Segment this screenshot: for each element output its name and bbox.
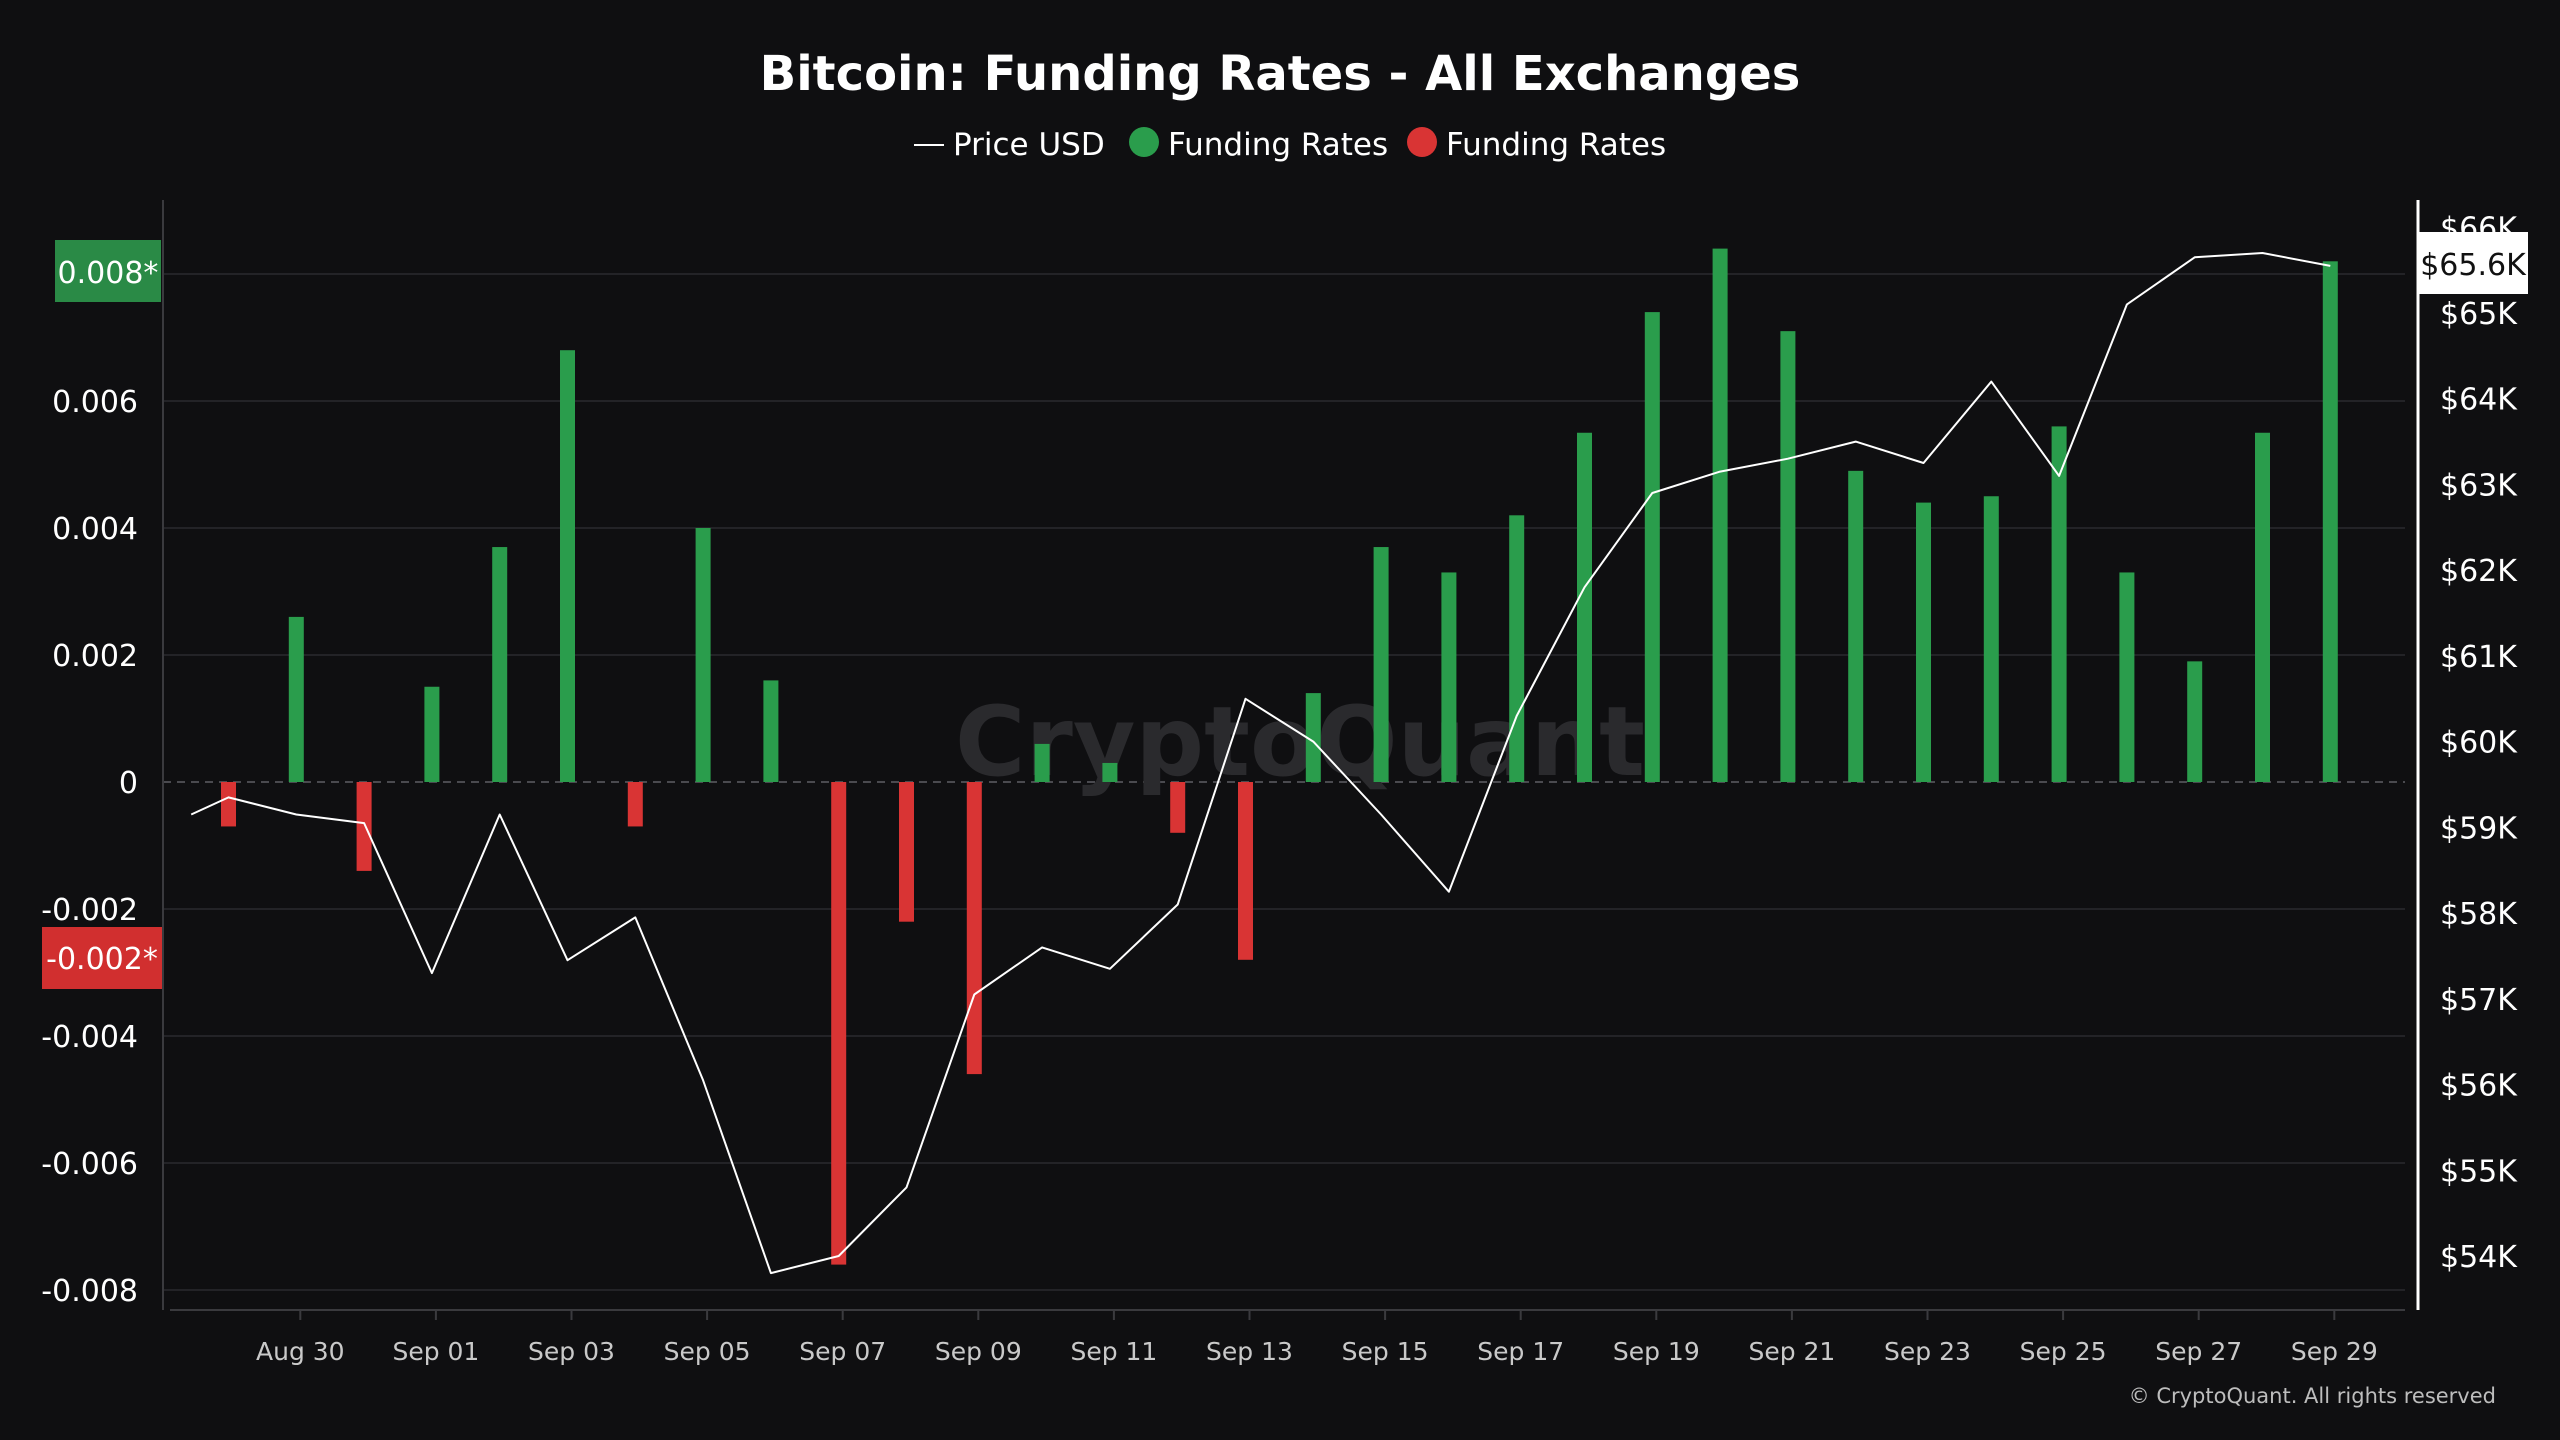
x-tick-label: Sep 21: [1748, 1337, 1835, 1366]
legend[interactable]: Price USD Funding Rates Funding Rates: [914, 127, 1666, 163]
positive-funding-bar: [560, 350, 575, 782]
positive-funding-bar: [1102, 762, 1118, 782]
left-tick-label: 0: [119, 766, 138, 801]
positive-funding-bar: [492, 547, 508, 782]
right-tick-label: $59K: [2440, 811, 2518, 846]
right-axis-ticks: $66K$65K$64K$63K$62K$61K$60K$59K$58K$57K…: [2440, 211, 2518, 1275]
positive-funding-bar: [2119, 572, 2135, 782]
x-tick-label: Sep 11: [1070, 1337, 1157, 1366]
right-tick-label: $58K: [2440, 897, 2518, 932]
x-tick-label: Sep 27: [2155, 1337, 2242, 1366]
positive-funding-bar: [1916, 502, 1931, 782]
grid-lines: [163, 273, 2405, 1291]
left-negative-badge: [42, 927, 162, 989]
x-axis-ticks: Aug 30 Sep 01 Sep 03 Sep 05 Sep 07 Sep 09 Sep …: [256, 1310, 2378, 1366]
positive-funding-bar: [1780, 331, 1796, 782]
legend-positive-dot-icon: [1129, 127, 1159, 157]
left-negative-badge-label: -0.002*: [46, 942, 158, 977]
legend-negative-dot-icon: [1407, 127, 1437, 157]
x-tick-label: Sep 23: [1884, 1337, 1971, 1366]
positive-funding-bar: [1305, 693, 1321, 782]
x-tick-label: Sep 03: [528, 1337, 615, 1366]
left-tick-label: -0.008: [41, 1274, 138, 1309]
positive-funding-bar: [1577, 432, 1592, 782]
x-tick-label: Sep 17: [1477, 1337, 1564, 1366]
x-tick-label: Sep 15: [1342, 1337, 1429, 1366]
negative-funding-bar: [627, 782, 643, 827]
negative-funding-bar: [899, 782, 914, 922]
funding-rate-bars: [221, 248, 2338, 1265]
left-tick-label: 0.002: [52, 639, 138, 674]
negative-funding-bar: [1238, 782, 1253, 960]
right-price-badge-label: $65.6K: [2420, 248, 2527, 283]
positive-funding-bar: [2255, 432, 2270, 782]
right-tick-label: $55K: [2440, 1154, 2518, 1189]
right-tick-label: $62K: [2440, 554, 2518, 589]
positive-funding-bar: [1373, 547, 1389, 782]
positive-funding-bar: [1509, 515, 1525, 782]
left-tick-label: -0.002: [41, 893, 138, 928]
right-tick-label: $61K: [2440, 640, 2518, 675]
positive-funding-bar: [2051, 426, 2067, 782]
positive-funding-bar: [2322, 261, 2338, 782]
left-axis-ticks: 0.006 0.004 0.002 0 -0.002 -0.004 -0.006 -0.008: [41, 385, 138, 1309]
left-tick-label: -0.006: [41, 1147, 138, 1182]
left-tick-label: 0.006: [52, 385, 138, 420]
positive-funding-bar: [1712, 248, 1728, 783]
negative-funding-bar: [831, 782, 847, 1265]
negative-funding-bar: [966, 782, 982, 1075]
right-tick-label: $64K: [2440, 383, 2518, 418]
right-tick-label: $60K: [2440, 726, 2518, 761]
negative-funding-bar: [356, 782, 372, 871]
copyright-text: © CryptoQuant. All rights reserved: [2129, 1384, 2496, 1408]
positive-funding-bar: [1983, 496, 1999, 782]
legend-negative-label[interactable]: Funding Rates: [1446, 127, 1666, 163]
right-tick-label: $65K: [2440, 297, 2518, 332]
negative-funding-bar: [221, 782, 236, 827]
price-line: [190, 252, 2331, 1275]
right-tick-label: $63K: [2440, 468, 2518, 503]
positive-funding-bar: [2187, 661, 2203, 782]
positive-funding-bar: [424, 686, 440, 782]
negative-funding-bar: [1170, 782, 1186, 833]
positive-funding-bar: [1644, 312, 1660, 782]
left-positive-badge-label: 0.008*: [58, 256, 159, 291]
chart-title: Bitcoin: Funding Rates - All Exchanges: [760, 46, 1801, 102]
left-tick-label: -0.004: [41, 1020, 138, 1055]
x-tick-label: Sep 29: [2291, 1337, 2378, 1366]
x-tick-label: Sep 09: [935, 1337, 1022, 1366]
x-tick-label: Sep 25: [2020, 1337, 2107, 1366]
price-usd-line: [190, 252, 2331, 1275]
x-tick-label: Sep 19: [1613, 1337, 1700, 1366]
positive-funding-bar: [288, 616, 304, 782]
positive-funding-bar: [1848, 470, 1864, 782]
axes: [162, 200, 2420, 1311]
x-tick-label: Sep 07: [799, 1337, 886, 1366]
positive-funding-bar: [1034, 743, 1050, 782]
value-badges: 0.008* -0.002* $65.6K: [42, 232, 2528, 989]
legend-price-label[interactable]: Price USD: [953, 127, 1105, 163]
right-tick-label: $57K: [2440, 983, 2518, 1018]
positive-funding-bar: [763, 680, 779, 782]
positive-funding-bar: [1441, 572, 1457, 782]
legend-positive-label[interactable]: Funding Rates: [1168, 127, 1388, 163]
x-tick-label: Sep 01: [392, 1337, 479, 1366]
x-tick-label: Sep 13: [1206, 1337, 1293, 1366]
left-positive-badge: [55, 240, 161, 302]
positive-funding-bar: [695, 528, 711, 782]
x-tick-label: Aug 30: [256, 1337, 345, 1366]
right-price-badge: [2418, 232, 2528, 294]
left-tick-label: 0.004: [52, 512, 138, 547]
x-tick-label: Sep 05: [664, 1337, 751, 1366]
right-tick-label: $54K: [2440, 1240, 2518, 1275]
watermark: CryptoQuant: [955, 686, 1645, 798]
right-tick-label: $56K: [2440, 1069, 2518, 1104]
